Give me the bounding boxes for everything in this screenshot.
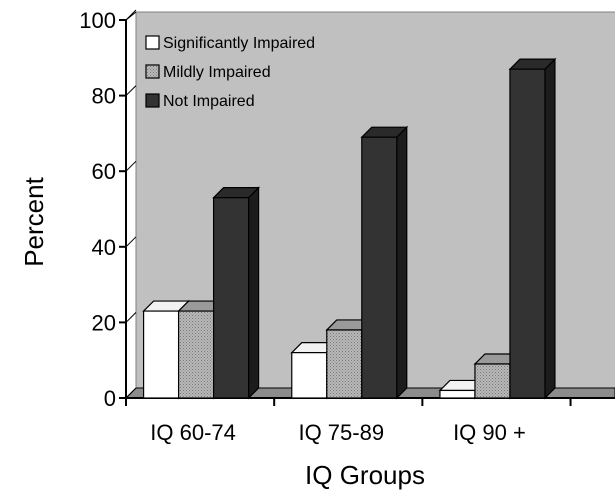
legend-swatch (145, 93, 160, 108)
x-tick-label: IQ 60-74 (150, 420, 236, 445)
bar (360, 125, 409, 400)
legend-item: Significantly Impaired (145, 35, 315, 52)
y-axis-title: Percent (19, 176, 49, 266)
bar (508, 57, 557, 400)
y-tick-depth (125, 236, 137, 248)
bar-front (142, 310, 180, 399)
bar-side (396, 125, 408, 400)
x-axis: IQ 60-74 IQ 75-89 IQ 90 + (125, 397, 615, 445)
bar-side (247, 186, 260, 400)
bar-front (439, 389, 476, 399)
y-tick-label: 80 (92, 84, 116, 109)
bar-front (474, 363, 511, 399)
bar-front (509, 68, 546, 399)
y-axis: 0 20 40 60 80 100 (79, 8, 137, 411)
x-tick-label: IQ 90 + (453, 420, 526, 445)
x-tick-label: IQ 75-89 (298, 420, 384, 445)
y-tick-depth (125, 160, 137, 172)
bar-front (212, 197, 250, 399)
legend-item: Not Impaired (145, 93, 255, 110)
y-tick-label: 60 (92, 159, 116, 184)
y-tick-depth (125, 387, 137, 399)
y-tick-label: 100 (79, 8, 116, 33)
y-tick-label: 0 (104, 386, 116, 411)
bar-front (177, 310, 215, 399)
legend-label: Not Impaired (163, 93, 255, 110)
legend-swatch (145, 35, 160, 50)
bar-front (326, 329, 363, 399)
bar (212, 186, 261, 400)
legend-label: Significantly Impaired (163, 35, 315, 52)
y-tick-label: 20 (92, 310, 116, 335)
legend-item: Mildly Impaired (145, 64, 271, 81)
bar-series-group (142, 57, 557, 400)
bar-front (291, 352, 328, 399)
x-axis-title: IQ Groups (305, 460, 425, 490)
y-tick-depth (125, 85, 137, 96)
y-tick-depth (125, 9, 137, 21)
legend: Significantly Impaired Mildly Impaired Not… (145, 35, 315, 110)
y-tick-depth (125, 312, 137, 323)
bar-side (544, 57, 556, 400)
bar-front (361, 136, 398, 399)
legend-swatch (145, 64, 160, 79)
legend-label: Mildly Impaired (163, 64, 271, 81)
y-tick-label: 40 (92, 235, 116, 260)
